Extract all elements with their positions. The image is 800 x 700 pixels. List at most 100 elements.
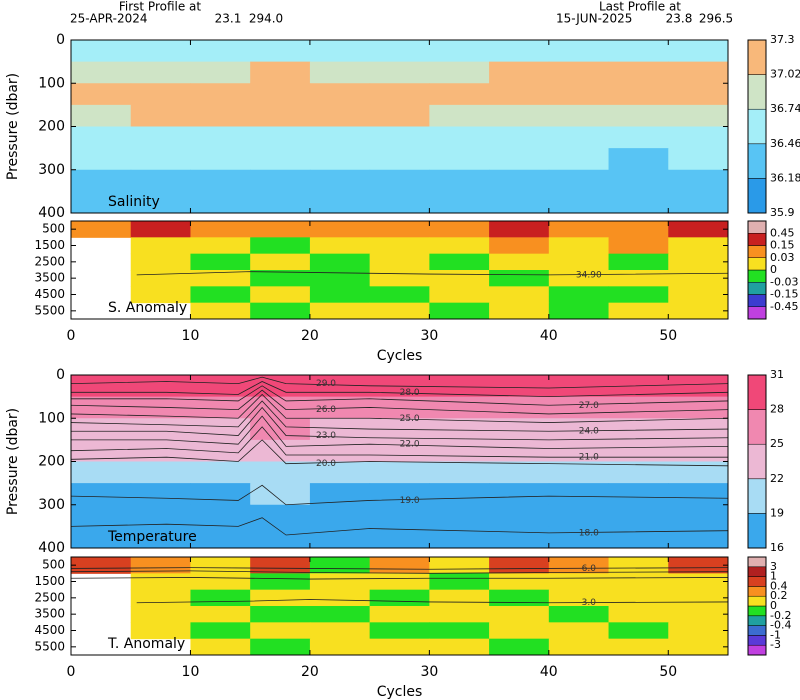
contour-label: 21.0 [579,453,599,463]
cell [71,221,132,238]
cell [250,169,311,192]
colorbar-box [747,478,767,514]
panel-label: Salinity [108,194,160,210]
contour-label: 25.0 [400,414,420,424]
cell [130,253,191,271]
cell [489,375,550,398]
colorbar-box [747,566,767,577]
cell [250,504,311,527]
x-tick-label: 20 [301,328,319,344]
cell [309,191,371,213]
cell [130,375,191,398]
cell [489,418,550,441]
cell [668,253,728,271]
contour-label: 34.90 [576,270,602,280]
colorbar-label: 37.3 [770,33,795,46]
colorbar-label: -0.03 [770,275,798,288]
cell [71,396,132,419]
cell [369,286,430,304]
cell [429,483,490,506]
cell [429,439,490,462]
cell [668,169,728,192]
cell [608,83,669,106]
colorbar-label: 36.46 [770,137,800,150]
y-tick-label: 400 [38,205,65,221]
cell [250,61,311,84]
contour-label: 6.0 [582,564,597,574]
colorbar-frame [747,39,767,214]
cell [130,191,191,213]
cell [489,622,550,640]
cell [309,589,371,607]
cell [548,622,610,640]
cell [608,191,669,213]
colorbar-box [747,178,767,214]
cell [130,270,191,287]
cell [71,439,132,462]
cell [190,504,251,527]
cell [668,302,728,319]
contour-label: 3.0 [582,598,597,608]
contour-label: 24.0 [579,427,599,437]
cell [489,461,550,484]
cell [548,526,610,548]
cell [489,221,550,238]
cell [130,104,191,127]
cell [309,622,371,640]
cell [429,504,490,527]
cell [489,191,550,213]
first-profile-lon: 294.0 [249,12,283,26]
cell [190,40,251,63]
contour-line [71,389,728,415]
cell [548,638,610,655]
y-tick-label: 200 [38,119,65,135]
contour-label: 19.0 [400,496,420,506]
panel-label: S. Anomaly [108,300,187,316]
cell [130,40,191,63]
y-axis-label: Pressure (dbar) [5,73,21,180]
contour-label: 29.0 [316,379,336,389]
colorbar-label: 0.45 [770,226,795,239]
cell [130,221,191,238]
cell [608,221,669,238]
contour-line [71,376,728,389]
cell [608,573,669,591]
cell [548,126,610,149]
cell [71,504,132,527]
cell [489,104,550,127]
cell [309,418,371,441]
cell [668,622,728,640]
cell [190,573,251,591]
colorbar-label: 0.15 [770,239,795,252]
cell [130,148,191,171]
cell [190,622,251,640]
colorbar-label: 36.74 [770,102,800,115]
colorbar-box [747,605,767,617]
cell [190,253,251,271]
cell [489,237,550,255]
cell [548,286,610,304]
cell [190,237,251,255]
contour-label: 20.0 [316,459,336,469]
cell [608,148,669,171]
colorbar-frame [747,556,767,656]
cell [608,483,669,506]
cell [130,237,191,255]
cell [369,83,430,106]
colorbar-label: -1 [770,628,781,641]
colorbar-label: -0.45 [770,300,798,313]
colorbar-label: -0.4 [770,619,791,632]
cell [309,461,371,484]
y-tick-label: 5500 [34,303,65,317]
cell [130,526,191,548]
x-axis-label: Cycles [377,348,423,364]
cell [309,148,371,171]
x-tick-label: 10 [182,328,200,344]
plot-area [71,40,728,213]
cell [190,169,251,192]
x-tick-label: 10 [182,664,200,680]
cell [668,606,728,623]
cell [309,606,371,623]
